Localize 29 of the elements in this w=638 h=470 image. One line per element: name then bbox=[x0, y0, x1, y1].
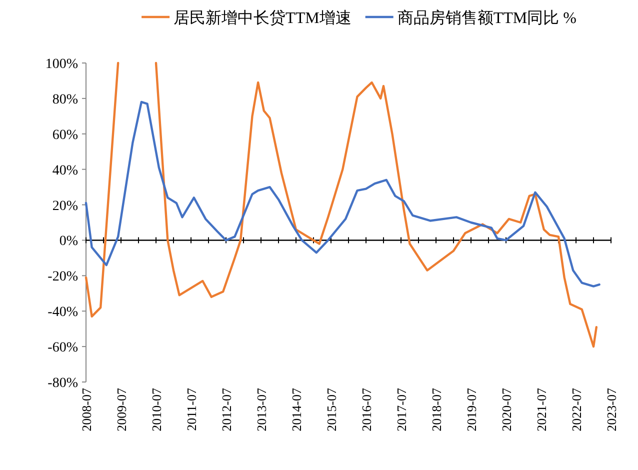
y-tick-label: 20% bbox=[52, 198, 78, 214]
y-tick-label: 80% bbox=[52, 92, 78, 108]
y-tick-label: -80% bbox=[48, 376, 78, 391]
x-tick-label: 2011-07 bbox=[184, 388, 199, 431]
legend-label: 居民新增中长贷TTM增速 bbox=[174, 9, 352, 27]
x-tick-label: 2019-07 bbox=[464, 388, 479, 432]
x-tick-label: 2008-07 bbox=[79, 388, 94, 432]
y-tick-label: 100% bbox=[45, 57, 78, 72]
legend-label: 商品房销售额TTM同比 % bbox=[397, 9, 576, 27]
y-tick-label: 0% bbox=[59, 234, 78, 250]
y-tick-label: -40% bbox=[48, 305, 78, 320]
x-tick-label: 2023-07 bbox=[604, 388, 619, 432]
y-tick-label: -20% bbox=[48, 270, 78, 285]
y-tick-label: 60% bbox=[52, 128, 78, 143]
x-tick-label: 2014-07 bbox=[289, 388, 304, 432]
x-tick-label: 2012-07 bbox=[219, 388, 234, 432]
y-tick-label: -60% bbox=[48, 340, 78, 356]
x-tick-label: 2010-07 bbox=[149, 388, 164, 432]
x-tick-label: 2016-07 bbox=[359, 388, 374, 432]
x-tick-label: 2009-07 bbox=[114, 388, 129, 432]
x-tick-label: 2017-07 bbox=[394, 388, 409, 432]
x-tick-label: 2022-07 bbox=[569, 388, 584, 432]
x-tick-label: 2020-07 bbox=[499, 388, 514, 432]
y-tick-label: 40% bbox=[52, 163, 78, 178]
x-tick-label: 2018-07 bbox=[429, 388, 444, 432]
line-series bbox=[84, 100, 600, 288]
x-tick-label: 2015-07 bbox=[324, 388, 339, 432]
x-tick-label: 2013-07 bbox=[254, 388, 269, 432]
x-tick-label: 2021-07 bbox=[534, 388, 549, 432]
